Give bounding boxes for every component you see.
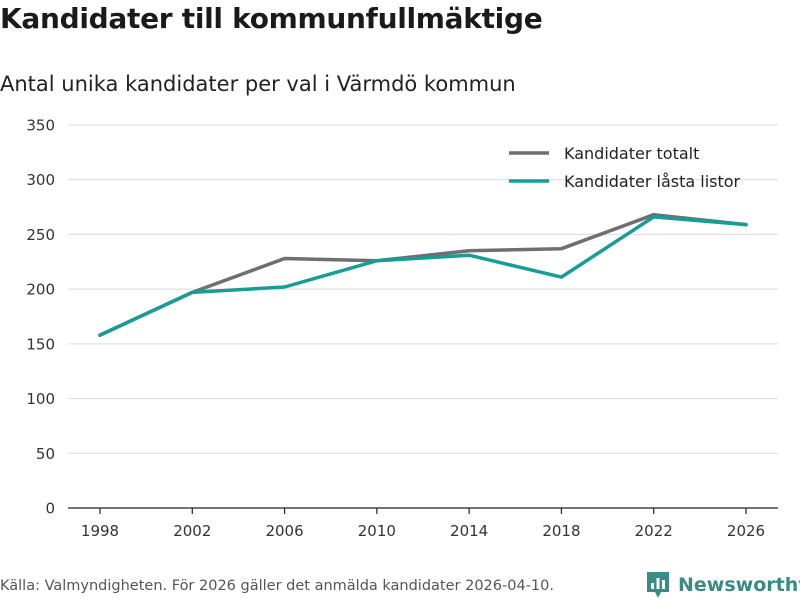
x-tick-label-2010: 2010 [358, 522, 396, 540]
x-tick-label-2014: 2014 [450, 522, 488, 540]
x-tick-label-1998: 1998 [81, 522, 119, 540]
y-tick-label-350: 350 [26, 117, 55, 135]
x-tick-label-2006: 2006 [265, 522, 303, 540]
x-axis: 1998 2002 2006 2010 2014 2018 2022 2026 [68, 507, 778, 540]
series-line-1 [98, 212, 748, 337]
y-tick-label-300: 300 [26, 171, 55, 189]
legend-label-2: Kandidater låsta listor [564, 172, 741, 191]
legend-label-1: Kandidater totalt [564, 144, 699, 163]
gridlines [68, 124, 778, 454]
brand-name: Newsworthy [678, 574, 800, 596]
legend: Kandidater totalt Kandidater låsta listor [509, 144, 741, 191]
y-tick-label-150: 150 [26, 335, 55, 353]
x-tick-label-2022: 2022 [635, 522, 673, 540]
y-tick-label-50: 50 [36, 445, 55, 463]
chart-title: Kandidater till kommunfullmäktige [0, 2, 543, 35]
y-axis-ticks: 0 50 100 150 200 250 300 350 [26, 117, 55, 518]
x-tick-label-2026: 2026 [727, 522, 765, 540]
y-tick-label-0: 0 [45, 500, 55, 518]
x-tick-label-2002: 2002 [173, 522, 211, 540]
newsworthy-logo-icon [647, 572, 669, 598]
source-note: Källa: Valmyndigheten. För 2026 gäller d… [0, 578, 554, 594]
chart-subtitle: Antal unika kandidater per val i Värmdö … [0, 72, 516, 96]
y-tick-label-200: 200 [26, 281, 55, 299]
y-tick-label-250: 250 [26, 226, 55, 244]
series-line-2 [98, 215, 748, 337]
y-tick-label-100: 100 [26, 390, 55, 408]
x-tick-label-2018: 2018 [542, 522, 580, 540]
series-lines [98, 212, 748, 337]
brand-logo: Newsworthy [645, 570, 800, 600]
